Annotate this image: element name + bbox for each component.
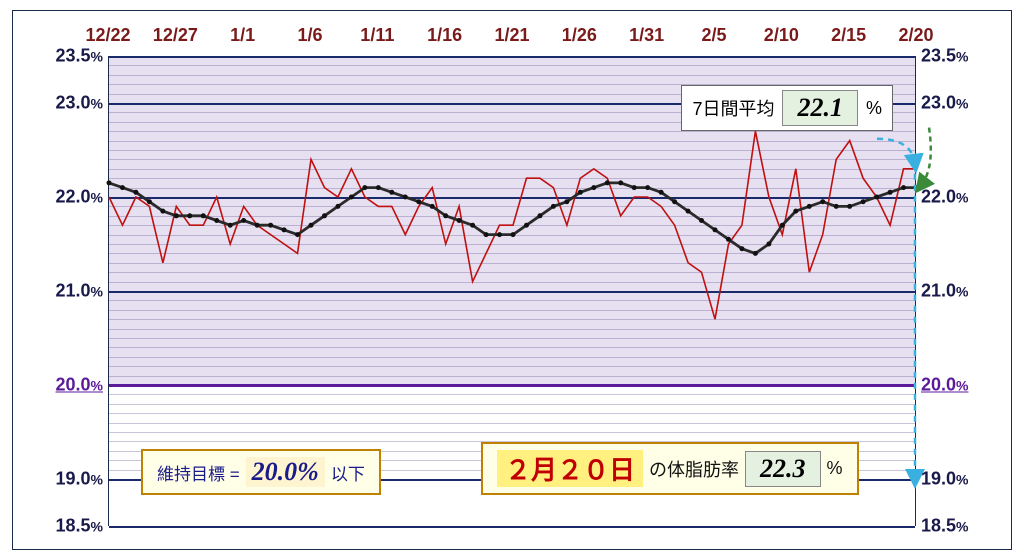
x-tick-label: 2/15 [831, 25, 866, 46]
target-prefix: 維持目標 = [157, 460, 240, 485]
chart-frame: 12/22 12/27 1/1 1/6 1/11 1/16 1/21 1/26 1/31 2/5 2… [12, 10, 1012, 550]
y-tick-label-right: 19.0% [921, 469, 969, 490]
x-tick-label: 2/5 [701, 25, 726, 46]
y-tick-label-left: 20.0% [56, 375, 104, 396]
x-tick-label: 1/26 [562, 25, 597, 46]
y-tick-label-right: 18.5% [921, 516, 969, 537]
x-tick-label: 1/21 [494, 25, 529, 46]
y-tick-label-left: 22.0% [56, 187, 104, 208]
x-tick-label: 1/11 [360, 25, 394, 46]
avg-suffix: % [866, 98, 882, 119]
today-value: 22.3 [745, 451, 821, 487]
target-value: 20.0% [246, 457, 325, 487]
y-tick-label-left: 21.0% [56, 281, 104, 302]
today-mid-label: の体脂肪率 [649, 456, 739, 482]
x-tick-label: 12/27 [153, 25, 198, 46]
y-tick-label-left: 18.5% [56, 516, 104, 537]
today-date: ２月２０日 [497, 450, 643, 487]
avg-value: 22.1 [782, 90, 858, 126]
x-tick-label: 1/16 [427, 25, 462, 46]
y-tick-label-right: 23.5% [921, 46, 969, 67]
y-tick-label-left: 19.0% [56, 469, 104, 490]
x-tick-label: 2/20 [898, 25, 933, 46]
x-tick-label: 1/1 [230, 25, 255, 46]
y-tick-label-left: 23.5% [56, 46, 104, 67]
x-tick-label: 2/10 [764, 25, 799, 46]
maintenance-target-box: 維持目標 = 20.0% 以下 [141, 449, 381, 495]
y-tick-label-right: 22.0% [921, 187, 969, 208]
x-tick-label: 1/31 [629, 25, 664, 46]
target-suffix: 以下 [331, 460, 365, 485]
today-suffix: % [827, 458, 843, 479]
seven-day-avg-box: 7日間平均 22.1 % [681, 85, 893, 131]
y-tick-label-right: 21.0% [921, 281, 969, 302]
x-tick-label: 1/6 [297, 25, 322, 46]
y-tick-label-right: 20.0% [921, 375, 969, 396]
y-tick-label-left: 23.0% [56, 93, 104, 114]
x-tick-label: 12/22 [85, 25, 130, 46]
today-value-box: ２月２０日 の体脂肪率 22.3 % [481, 442, 859, 495]
avg-label: 7日間平均 [692, 95, 774, 121]
y-tick-label-right: 23.0% [921, 93, 969, 114]
